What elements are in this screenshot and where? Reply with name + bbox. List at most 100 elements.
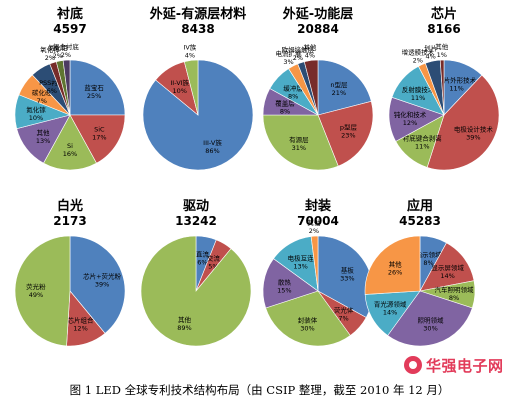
slice-percent: 86%	[205, 147, 219, 155]
pie-slice	[426, 74, 500, 171]
pie-slice	[142, 59, 254, 171]
slice-label: 交流	[207, 254, 221, 263]
slice-percent: 17%	[92, 133, 106, 141]
slice-label: 电极互连	[288, 254, 315, 263]
slice-label: 蓝宝石	[84, 83, 104, 92]
slice-label: 衬底键合剥离	[403, 133, 443, 142]
slice-percent: 2%	[293, 54, 303, 62]
slice-label: 其他	[307, 218, 321, 227]
slice-percent: 8%	[423, 259, 433, 267]
slice-label: 指示领域	[415, 250, 442, 259]
slice-percent: 15%	[277, 287, 291, 295]
slice-percent: 39%	[466, 133, 480, 141]
chart-title: 封装	[305, 198, 331, 214]
slice-label: 其他	[303, 43, 317, 52]
slice-percent: 12%	[73, 324, 87, 332]
slice-percent: 23%	[341, 131, 355, 139]
watermark-logo-icon	[404, 356, 422, 374]
slice-percent: 2%	[413, 56, 423, 64]
slice-percent: 3%	[283, 58, 293, 66]
pie-slice	[69, 114, 126, 164]
pie-slice	[69, 59, 126, 116]
chart-title: 应用	[407, 198, 433, 214]
pie-slice	[14, 235, 71, 347]
slice-label: 其他	[178, 315, 192, 324]
chart-total: 2173	[53, 214, 86, 228]
slice-label: 复合衬底	[53, 42, 80, 51]
slice-percent: 89%	[177, 324, 191, 332]
slice-label: 照明领域	[418, 315, 445, 324]
slice-label: 芯片组合	[68, 315, 95, 324]
slice-percent: 49%	[29, 291, 43, 299]
pie-chart: 应用45283指示领域8%显示屏领域14%汽车照明领域8%照明领域30%背光源领…	[364, 198, 476, 347]
slice-label: 有源层	[289, 135, 309, 144]
slice-percent: 13%	[36, 137, 50, 145]
slice-label: 封装体	[298, 315, 318, 324]
pie-slice	[387, 290, 473, 347]
watermark-text: 华强电子网	[426, 356, 504, 375]
pie-slice	[262, 114, 339, 171]
chart-total: 8438	[181, 22, 214, 36]
slice-label: 欧姆接触层	[282, 45, 315, 54]
slice-label: 碳化硅	[32, 88, 52, 97]
slice-label: n型层	[330, 80, 348, 89]
slice-label: 覆盖层	[275, 99, 295, 108]
slice-percent: 4%	[425, 52, 435, 60]
chart-title: 衬底	[57, 6, 83, 22]
slice-label: 芯片+荧光粉	[83, 271, 121, 280]
slice-percent: 21%	[332, 89, 346, 97]
slice-percent: 6%	[197, 259, 207, 267]
slice-percent: 1%	[437, 51, 447, 59]
slice-label: Si	[67, 142, 73, 150]
chart-title: 外延-有源层材料	[149, 6, 246, 22]
slice-percent: 13%	[293, 263, 307, 271]
chart-title: 外延-功能层	[282, 6, 353, 22]
watermark: 华强电子网	[404, 352, 516, 378]
slice-percent: 5%	[208, 263, 218, 271]
chart-total: 45283	[399, 214, 441, 228]
slice-label: 荧光粉	[26, 282, 46, 291]
pie-slice	[439, 59, 445, 116]
slice-label: 电极设计技术	[454, 124, 494, 133]
pie-slice	[364, 235, 421, 295]
slice-percent: 2%	[61, 51, 71, 59]
pie-slice	[303, 59, 319, 116]
slice-label: 氮化镓	[26, 105, 46, 114]
chart-title: 芯片	[431, 6, 457, 22]
slice-label: 其他	[37, 128, 51, 137]
slice-label: 电流扩展	[275, 49, 302, 58]
slice-label: II-VI族	[170, 78, 189, 87]
chart-total: 4597	[53, 22, 86, 36]
slice-percent: 16%	[63, 150, 77, 158]
slice-percent: 33%	[340, 275, 354, 283]
slice-percent: 26%	[388, 269, 402, 277]
slice-percent: 4%	[305, 52, 315, 60]
slice-percent: 30%	[300, 324, 314, 332]
chart-total: 20884	[297, 22, 339, 36]
slice-label: p型层	[340, 122, 358, 131]
slice-label: 显示屏领域	[431, 263, 464, 272]
slice-percent: 2%	[45, 54, 55, 62]
slice-percent: 8%	[449, 294, 459, 302]
slice-percent: 6%	[47, 87, 57, 95]
pie-slice	[140, 235, 252, 347]
slice-label: 芯片外形技术	[437, 75, 477, 84]
slice-percent: 30%	[423, 324, 437, 332]
slice-percent: 8%	[288, 93, 298, 101]
pie-slice	[69, 235, 126, 334]
slice-label: 划片	[424, 43, 437, 52]
slice-percent: 31%	[292, 144, 306, 152]
slice-percent: 14%	[383, 308, 397, 316]
slice-label: 增透膜技术	[402, 47, 435, 56]
slice-label: 汽车照明领域	[435, 285, 475, 294]
slice-percent: 8%	[280, 108, 290, 116]
slice-percent: 2%	[53, 52, 63, 60]
pie-slice	[317, 59, 372, 116]
slice-label: 缓冲层	[283, 84, 303, 93]
chart-total: 8166	[427, 22, 460, 36]
pie-slice	[310, 235, 319, 292]
